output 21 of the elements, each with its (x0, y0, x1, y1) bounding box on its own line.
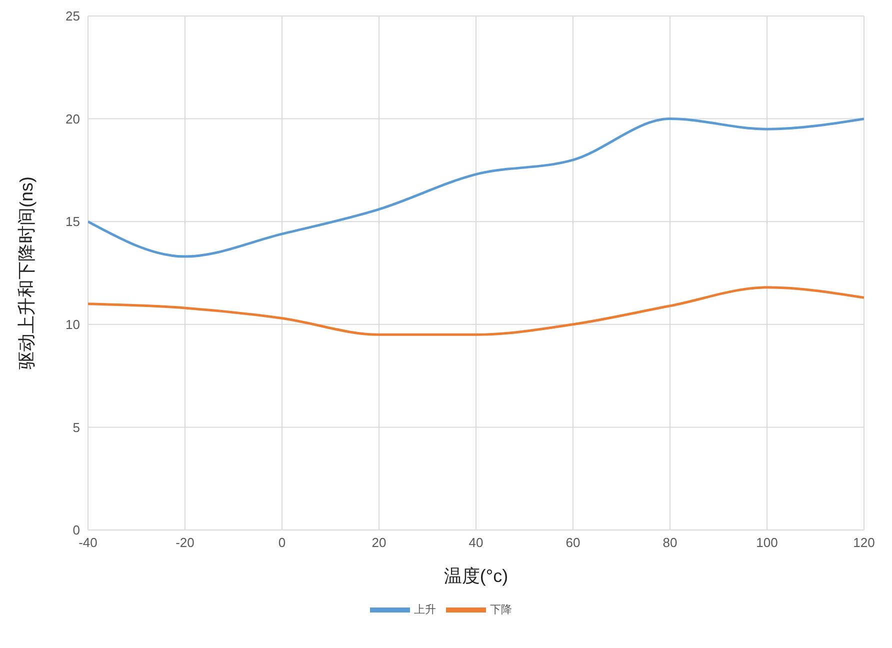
y-tick-label: 20 (66, 111, 80, 126)
line-series (88, 118, 864, 258)
x-tick-label: 20 (372, 535, 386, 550)
legend-label: 上升 (414, 604, 436, 616)
legend-label: 下降 (490, 604, 512, 616)
x-tick-label: -40 (78, 535, 98, 550)
y-tick-label: 25 (66, 8, 80, 24)
y-tick-label: 5 (72, 420, 80, 435)
x-axis-title: 温度(°c) (444, 566, 508, 586)
x-tick-label: 0 (278, 535, 286, 550)
x-tick-label: 60 (566, 535, 580, 550)
y-tick-label: 0 (72, 522, 80, 538)
y-tick-label: 15 (66, 214, 80, 230)
x-tick-label: 100 (756, 535, 778, 550)
x-tick-label: 120 (853, 535, 875, 550)
y-tick-label: 10 (66, 317, 80, 332)
x-tick-label: -20 (176, 535, 194, 550)
y-axis-title: 驱动上升和下降时间(ns) (16, 176, 36, 370)
x-tick-label: 80 (662, 535, 678, 550)
line-series (88, 286, 864, 336)
x-tick-label: 40 (468, 535, 484, 550)
